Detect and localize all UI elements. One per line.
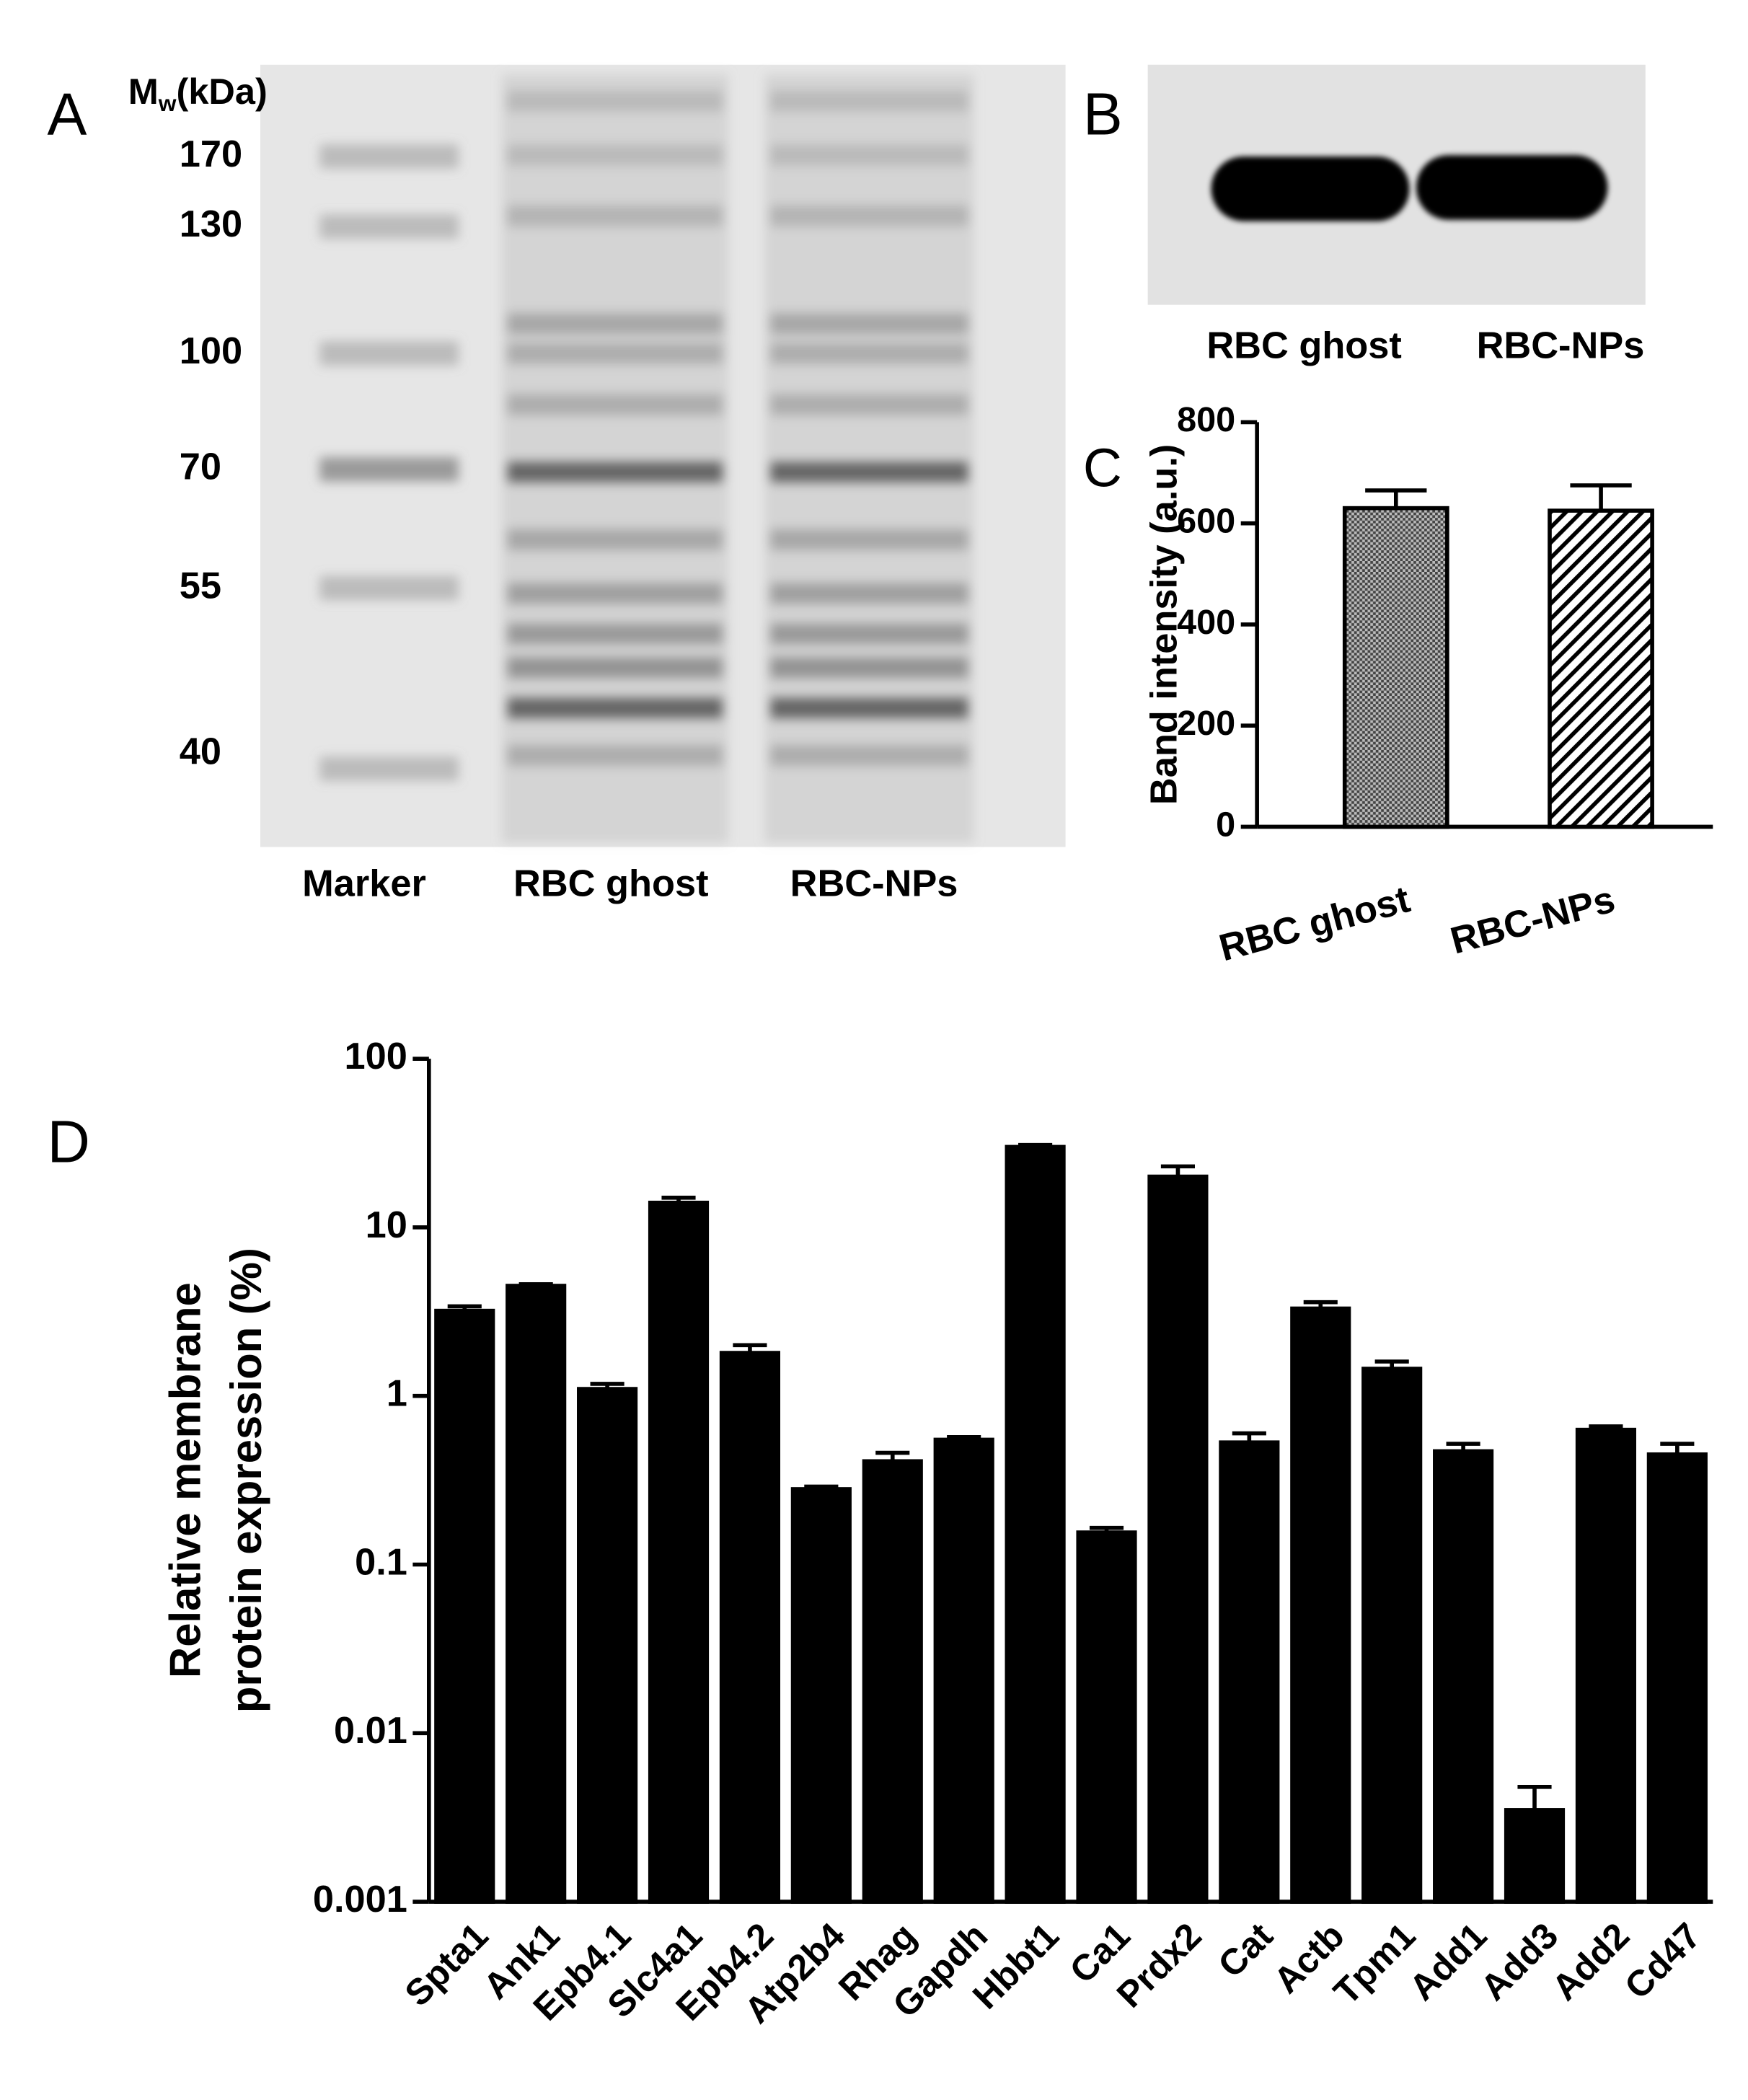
bar [1342, 506, 1449, 829]
x-tick-label: RBC ghost [1215, 878, 1414, 969]
bar [1504, 1808, 1566, 1904]
gel-band [769, 312, 968, 335]
marker-label: 170 [180, 133, 242, 175]
gel-band [769, 343, 968, 364]
gel-band [769, 144, 968, 167]
bar [1147, 1174, 1209, 1904]
y-tick-label: 0.01 [334, 1710, 407, 1752]
bar [862, 1459, 923, 1904]
gel-band [507, 90, 723, 112]
gel-band [319, 756, 459, 781]
lane-label: RBC ghost [513, 863, 709, 905]
x-tick-label: Add2 [1544, 1915, 1638, 2008]
gel-lane [764, 74, 974, 843]
gel-band [507, 461, 723, 483]
bar [933, 1437, 994, 1904]
gel-band [507, 343, 723, 364]
bar [434, 1308, 495, 1904]
gel-band [319, 457, 459, 482]
panel-label: C [1083, 437, 1122, 498]
y-tick-label: 0.001 [313, 1879, 407, 1920]
bar [1005, 1144, 1066, 1904]
gel-band [769, 697, 968, 719]
y-axis-label: protein expression (%) [222, 1248, 270, 1713]
y-tick-label: 400 [1177, 603, 1235, 642]
marker-label: 40 [180, 731, 221, 772]
bar [1646, 1452, 1708, 1904]
x-tick-label: Spta1 [397, 1915, 496, 2014]
gel-band [319, 575, 459, 601]
lane-label: Marker [302, 863, 426, 905]
blot-lane-label: RBC ghost [1206, 325, 1401, 366]
gel-band [769, 90, 968, 112]
gel-band [769, 394, 968, 416]
y-tick-label: 200 [1177, 704, 1235, 743]
panel-label: B [1083, 81, 1123, 147]
y-tick-label: 800 [1177, 400, 1235, 439]
gel-band [769, 582, 968, 604]
bar [1076, 1530, 1137, 1904]
blot-band [1416, 155, 1608, 220]
bar [577, 1387, 638, 1904]
mw-sub: w [158, 90, 177, 116]
gel-band [507, 582, 723, 604]
gel-band [319, 341, 459, 366]
y-tick-label: 0 [1216, 805, 1235, 844]
bar [719, 1351, 781, 1904]
mw-m: M [128, 71, 159, 112]
y-axis-label: Band intensity (a.u.) [1144, 444, 1186, 805]
y-tick-label: 1 [387, 1373, 407, 1415]
gel-band [769, 205, 968, 227]
marker-label: 130 [180, 203, 242, 245]
bar [1433, 1449, 1494, 1904]
gel-band [507, 656, 723, 679]
x-tick-label: Add3 [1473, 1915, 1566, 2008]
x-tick-label: Add1 [1401, 1915, 1495, 2008]
gel-band [507, 144, 723, 167]
y-tick-label: 600 [1177, 502, 1235, 541]
mw-label: Mw(kDa) [128, 71, 268, 116]
x-tick-label: Tpm1 [1325, 1915, 1423, 2013]
gel-band [769, 623, 968, 645]
x-tick-label: Cd47 [1617, 1915, 1709, 2007]
y-tick-label: 0.1 [355, 1541, 407, 1583]
gel-band [507, 744, 723, 767]
gel-lane [501, 74, 729, 843]
gel-band [507, 205, 723, 227]
gel-band [507, 623, 723, 645]
bar [506, 1284, 567, 1904]
bar [1290, 1306, 1351, 1904]
bar [1361, 1367, 1423, 1904]
mw-unit: (kDa) [177, 71, 268, 112]
gel-band [319, 144, 459, 169]
marker-label: 70 [180, 446, 221, 488]
panel-label: D [48, 1109, 90, 1175]
bar [1575, 1427, 1637, 1904]
gel-band [507, 312, 723, 335]
bar [1219, 1440, 1280, 1904]
lane-label: RBC-NPs [790, 863, 958, 905]
gel-band [769, 529, 968, 551]
panel-label: A [48, 81, 87, 147]
marker-label: 55 [180, 565, 221, 606]
bar [790, 1487, 852, 1904]
marker-label: 100 [180, 330, 242, 372]
bar [1548, 508, 1654, 829]
gel-band [507, 394, 723, 416]
y-axis-label: Relative membrane [162, 1282, 210, 1678]
gel-band [319, 214, 459, 239]
gel-band [507, 697, 723, 719]
bar [648, 1200, 710, 1904]
gel-band [507, 529, 723, 551]
x-tick-label: RBC-NPs [1447, 878, 1620, 962]
gel-band [769, 656, 968, 679]
y-tick-label: 10 [366, 1204, 407, 1246]
blot-lane-label: RBC-NPs [1477, 325, 1645, 366]
gel-band [769, 744, 968, 767]
y-tick-label: 100 [345, 1036, 407, 1077]
gel-band [769, 461, 968, 483]
blot-band [1211, 156, 1410, 221]
